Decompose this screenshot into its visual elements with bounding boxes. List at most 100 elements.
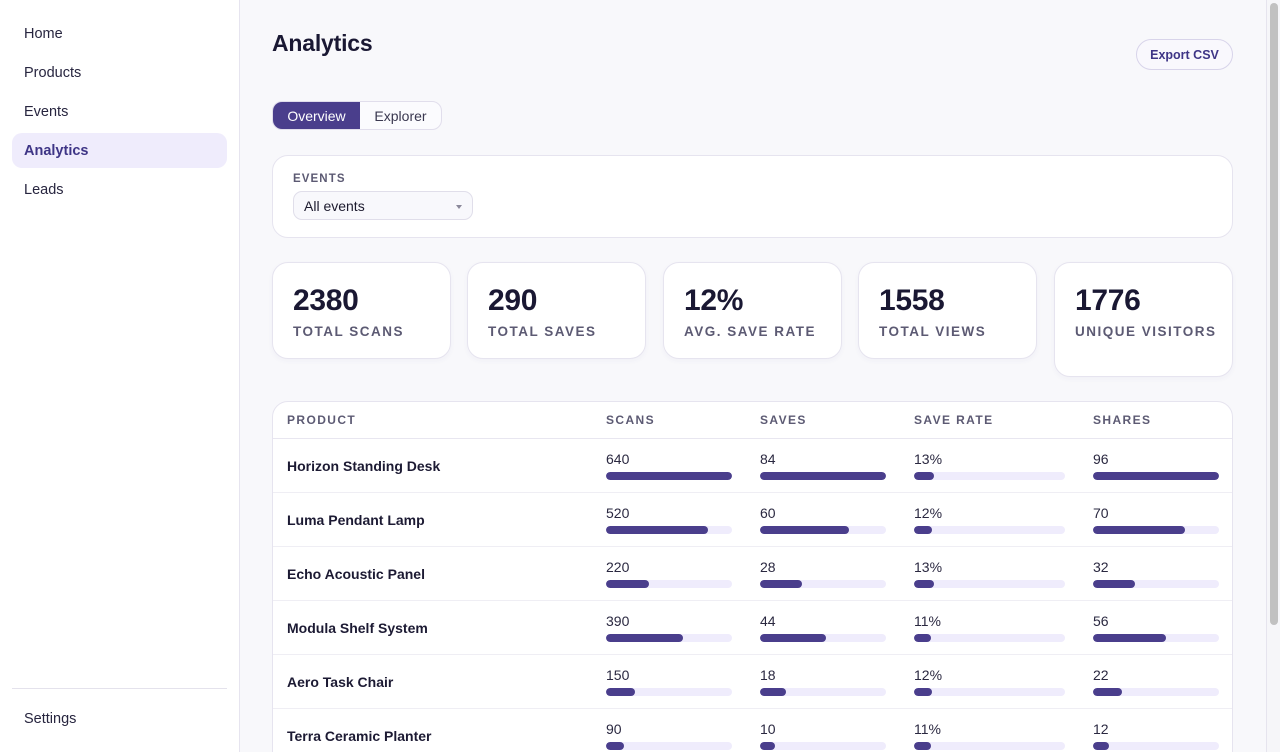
saves-bar-fill	[760, 472, 886, 480]
scans-bar-fill	[606, 472, 732, 480]
save-rate-cell: 11%	[914, 721, 1065, 750]
column-header-scans: SCANS	[606, 413, 656, 427]
scans-bar-track	[606, 688, 732, 696]
scans-cell: 90	[606, 721, 732, 750]
stat-card-total-views: 1558 TOTAL VIEWS	[858, 262, 1037, 359]
stat-label: TOTAL VIEWS	[879, 324, 987, 339]
scans-value: 520	[606, 505, 630, 521]
sidebar-item-home[interactable]: Home	[24, 25, 63, 42]
tab-overview[interactable]: Overview	[273, 102, 360, 129]
chevron-down-icon	[456, 205, 462, 209]
save-rate-bar-track	[914, 472, 1065, 480]
table-row[interactable]: Modula Shelf System 390 44 11% 56	[273, 601, 1232, 655]
shares-bar-fill	[1093, 742, 1110, 750]
table-row[interactable]: Horizon Standing Desk 640 84 13% 96	[273, 439, 1232, 493]
product-name: Modula Shelf System	[287, 620, 428, 636]
table-row[interactable]: Terra Ceramic Planter 90 10 11% 12	[273, 709, 1232, 752]
table-row[interactable]: Aero Task Chair 150 18 12% 22	[273, 655, 1232, 709]
export-csv-button[interactable]: Export CSV	[1136, 39, 1233, 70]
saves-cell: 84	[760, 451, 886, 480]
shares-cell: 32	[1093, 559, 1219, 588]
saves-cell: 10	[760, 721, 886, 750]
stat-card-total-scans: 2380 TOTAL SCANS	[272, 262, 451, 359]
shares-value: 70	[1093, 505, 1109, 521]
save-rate-value: 13%	[914, 559, 943, 575]
shares-cell: 12	[1093, 721, 1219, 750]
stat-label: TOTAL SCANS	[293, 324, 405, 339]
scrollbar-thumb[interactable]	[1270, 3, 1278, 625]
shares-cell: 56	[1093, 613, 1219, 642]
scans-value: 90	[606, 721, 622, 737]
shares-value: 22	[1093, 667, 1109, 683]
view-tabs: Overview Explorer	[272, 101, 442, 130]
shares-cell: 22	[1093, 667, 1219, 696]
scans-bar-track	[606, 742, 732, 750]
save-rate-bar-track	[914, 688, 1065, 696]
scans-bar-fill	[606, 742, 624, 750]
table-row[interactable]: Echo Acoustic Panel 220 28 13% 32	[273, 547, 1232, 601]
saves-bar-fill	[760, 580, 802, 588]
shares-bar-fill	[1093, 472, 1219, 480]
save-rate-bar-track	[914, 580, 1065, 588]
scans-bar-track	[606, 634, 732, 642]
sidebar-item-events[interactable]: Events	[24, 103, 69, 120]
product-name: Luma Pendant Lamp	[287, 512, 425, 528]
saves-bar-track	[760, 634, 886, 642]
scans-value: 220	[606, 559, 630, 575]
shares-bar-track	[1093, 526, 1219, 534]
shares-bar-track	[1093, 580, 1219, 588]
product-name: Horizon Standing Desk	[287, 458, 441, 474]
save-rate-bar-track	[914, 634, 1065, 642]
column-header-save-rate: SAVE RATE	[914, 413, 994, 427]
saves-bar-track	[760, 472, 886, 480]
sidebar-item-analytics[interactable]: Analytics	[12, 133, 227, 168]
scans-cell: 220	[606, 559, 732, 588]
save-rate-bar-fill	[914, 472, 934, 480]
save-rate-cell: 13%	[914, 451, 1065, 480]
events-filter-card: EVENTS All events	[272, 155, 1233, 238]
saves-cell: 28	[760, 559, 886, 588]
shares-bar-fill	[1093, 688, 1122, 696]
shares-value: 56	[1093, 613, 1109, 629]
saves-bar-track	[760, 688, 886, 696]
save-rate-bar-track	[914, 526, 1065, 534]
shares-value: 32	[1093, 559, 1109, 575]
save-rate-bar-fill	[914, 580, 934, 588]
sidebar-item-products[interactable]: Products	[24, 64, 82, 81]
product-analytics-table: PRODUCT SCANS SAVES SAVE RATE SHARES Hor…	[272, 401, 1233, 752]
saves-value: 44	[760, 613, 776, 629]
saves-bar-track	[760, 526, 886, 534]
events-filter-label: EVENTS	[293, 173, 346, 185]
shares-bar-track	[1093, 742, 1219, 750]
save-rate-cell: 12%	[914, 505, 1065, 534]
column-header-shares: SHARES	[1093, 413, 1152, 427]
tab-explorer[interactable]: Explorer	[374, 107, 427, 124]
save-rate-value: 11%	[914, 721, 941, 737]
saves-bar-track	[760, 742, 886, 750]
save-rate-value: 11%	[914, 613, 941, 629]
events-select[interactable]: All events	[293, 191, 473, 220]
sidebar-item-settings[interactable]: Settings	[24, 710, 77, 727]
sidebar-divider	[12, 688, 227, 689]
saves-value: 18	[760, 667, 776, 683]
saves-value: 84	[760, 451, 776, 467]
scans-bar-fill	[606, 580, 649, 588]
product-name: Echo Acoustic Panel	[287, 566, 425, 582]
page-scrollbar[interactable]	[1266, 0, 1280, 752]
column-header-product: PRODUCT	[287, 413, 357, 427]
shares-cell: 70	[1093, 505, 1219, 534]
stat-value: 290	[488, 284, 538, 317]
main-content: Analytics Export CSV Overview Explorer E…	[240, 0, 1268, 752]
stat-card-avg-save-rate: 12% AVG. SAVE RATE	[663, 262, 842, 359]
saves-cell: 60	[760, 505, 886, 534]
sidebar-item-leads[interactable]: Leads	[24, 181, 64, 198]
saves-bar-track	[760, 580, 886, 588]
shares-value: 12	[1093, 721, 1109, 737]
scans-bar-fill	[606, 688, 635, 696]
events-select-value: All events	[304, 197, 365, 214]
stat-label: AVG. SAVE RATE	[684, 324, 817, 339]
save-rate-value: 12%	[914, 505, 943, 521]
scans-value: 150	[606, 667, 630, 683]
table-row[interactable]: Luma Pendant Lamp 520 60 12% 70	[273, 493, 1232, 547]
stat-label: TOTAL SAVES	[488, 324, 597, 339]
